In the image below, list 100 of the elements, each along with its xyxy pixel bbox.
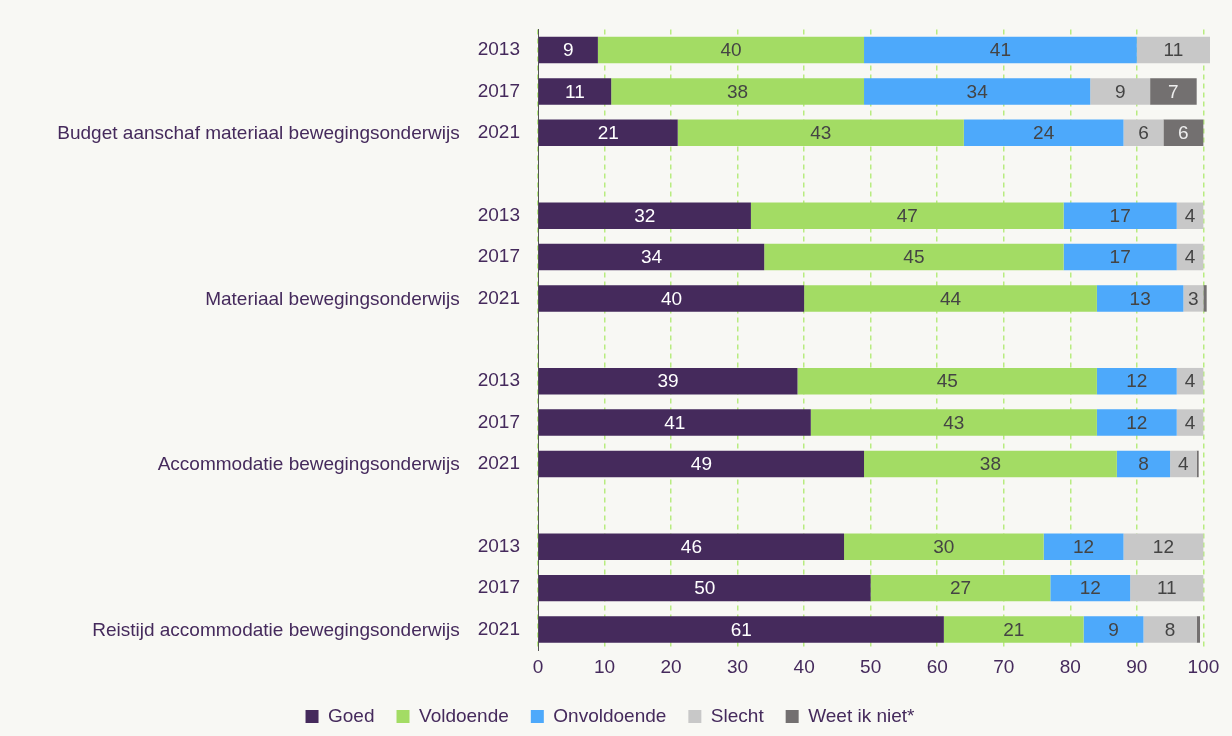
x-tick-label: 90 (1126, 655, 1148, 677)
bar (1196, 450, 1199, 478)
data-label: 43 (943, 411, 965, 433)
y-tick-label: 2017 (477, 576, 520, 598)
bar (963, 119, 1124, 147)
y-tick-label: 2021 (477, 121, 520, 143)
data-label: 43 (810, 122, 832, 144)
data-label: 39 (657, 370, 679, 392)
data-label: 41 (664, 411, 686, 433)
data-label: 9 (1108, 618, 1119, 640)
data-label: 4 (1184, 411, 1196, 433)
bar (1143, 616, 1197, 643)
data-label: 21 (1003, 618, 1025, 640)
data-label: 12 (1079, 577, 1101, 599)
data-label: 21 (597, 122, 619, 144)
bar (1116, 450, 1171, 478)
x-tick-label: 40 (793, 655, 815, 677)
x-tick-label: 100 (1187, 655, 1220, 677)
data-label: 6 (1138, 122, 1149, 144)
y-tick-label: 2013 (477, 534, 520, 556)
data-label: 13 (1129, 287, 1151, 309)
bar (1050, 574, 1131, 602)
bar (538, 616, 944, 643)
text: Accommodatie bewegingsonderwijs (157, 453, 460, 475)
bar (1096, 409, 1177, 436)
bar (1043, 533, 1124, 560)
bar (844, 533, 1044, 560)
data-label: 27 (949, 577, 972, 599)
bar (538, 119, 678, 147)
bar (810, 409, 1097, 436)
legend-label: Voldoende (419, 704, 509, 726)
legend-label: Goed (328, 704, 375, 726)
bar (864, 78, 1091, 105)
data-label: 9 (1114, 80, 1126, 102)
data-label: 12 (1073, 535, 1095, 557)
bar (538, 78, 612, 105)
data-label: 34 (966, 80, 989, 102)
data-label: 8 (1164, 618, 1176, 640)
bar (943, 616, 1084, 643)
text: Reistijd accommodatie bewegingsonderwijs (92, 618, 460, 640)
bar (870, 574, 1051, 602)
bar (1063, 243, 1177, 271)
data-label: 49 (690, 453, 712, 475)
data-label: 11 (1163, 39, 1184, 61)
y-tick-label: 2017 (477, 245, 520, 267)
data-label: 61 (730, 618, 752, 640)
bar (538, 574, 871, 602)
y-tick-label: 2013 (477, 38, 520, 60)
data-label: 8 (1138, 453, 1149, 475)
data-label: 12 (1126, 370, 1148, 392)
data-label: 11 (1156, 577, 1177, 599)
data-label: 4 (1184, 246, 1196, 268)
data-label: 11 (565, 80, 585, 102)
x-tick-label: 10 (593, 655, 616, 677)
data-label: 30 (933, 535, 955, 557)
legend-label: Onvoldoende (553, 704, 667, 726)
data-label: 17 (1109, 246, 1131, 268)
y-tick-label: 2017 (477, 410, 520, 432)
data-label: 3 (1188, 287, 1199, 309)
bar (1096, 285, 1184, 312)
bar (1203, 285, 1207, 312)
y-tick-label: 2013 (477, 203, 520, 225)
bar (864, 450, 1117, 478)
data-label: 41 (989, 39, 1011, 61)
data-label: 4 (1178, 453, 1190, 475)
text: Budget aanschaf materiaal bewegingsonderwijs (57, 122, 460, 144)
bar (1123, 533, 1204, 560)
bar (750, 202, 1064, 229)
data-label: 9 (563, 39, 574, 61)
bar (1176, 409, 1204, 436)
bar (1196, 616, 1201, 643)
bar (1150, 78, 1197, 105)
bar (1136, 36, 1210, 64)
data-label: 44 (939, 287, 962, 309)
bar (538, 243, 765, 271)
bar (1176, 202, 1204, 229)
bar (538, 533, 845, 560)
bar (1090, 78, 1151, 105)
data-label: 45 (903, 246, 925, 268)
x-tick-label: 80 (1059, 655, 1081, 677)
data-label: 6 (1178, 122, 1189, 144)
bar (797, 367, 1097, 395)
bar (597, 36, 865, 64)
data-label: 4 (1184, 204, 1196, 226)
bar (538, 409, 811, 436)
data-label: 50 (694, 577, 716, 599)
y-tick-label: 2021 (477, 286, 520, 308)
bar (1163, 119, 1204, 147)
bar (538, 202, 751, 229)
bar (611, 78, 865, 105)
bar (538, 367, 798, 395)
data-label: 32 (634, 204, 656, 226)
data-label: 45 (936, 370, 958, 392)
data-label: 40 (660, 287, 683, 309)
bar (677, 119, 964, 147)
x-tick-label: 60 (926, 655, 948, 677)
bar (1063, 202, 1177, 229)
data-label: 38 (727, 80, 749, 102)
data-label: 46 (680, 535, 702, 557)
y-tick-label: 2017 (477, 79, 520, 101)
